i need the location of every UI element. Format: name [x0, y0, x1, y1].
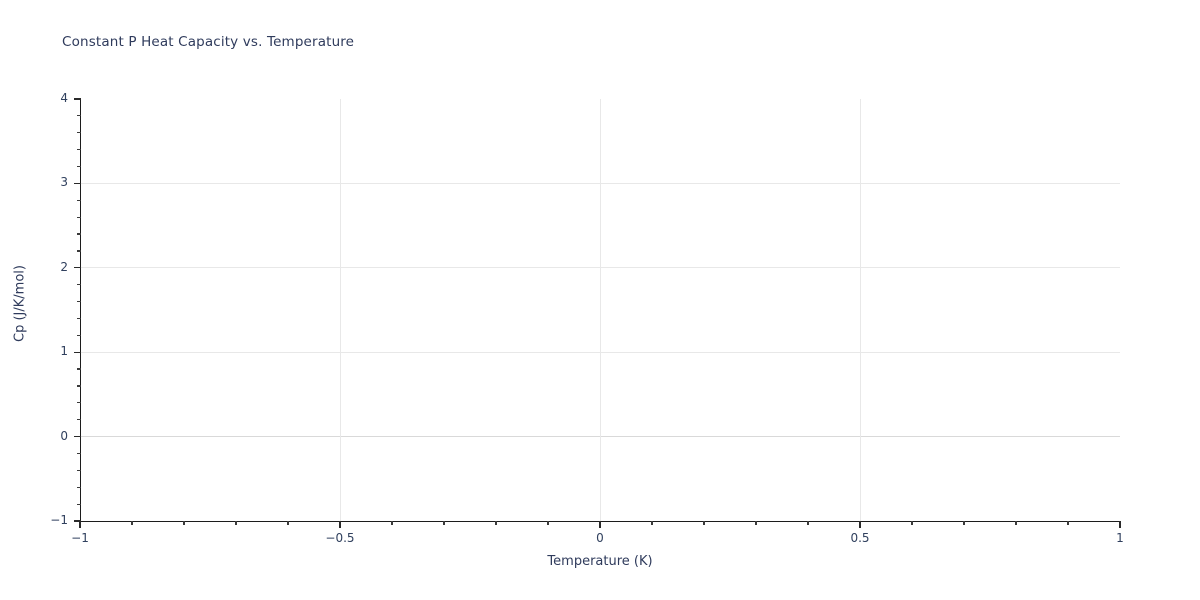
y-axis-tick-label: 2 — [60, 259, 68, 274]
gridline-vertical — [599, 99, 601, 521]
x-axis-tick-minor — [1067, 521, 1069, 525]
y-axis-tick-minor — [77, 115, 81, 117]
y-axis-label-wrap: Cp (J/K/mol) — [0, 0, 40, 600]
gridline-vertical — [859, 99, 861, 521]
y-axis-tick-minor — [77, 317, 81, 320]
y-axis-tick-minor — [77, 216, 81, 218]
x-axis-tick-minor — [911, 521, 913, 525]
y-axis-spine — [80, 99, 82, 522]
x-axis-tick-minor — [963, 521, 965, 525]
y-axis-tick-label: 0 — [60, 428, 68, 443]
x-axis-tick-minor — [287, 521, 289, 525]
y-axis-tick-minor — [77, 233, 81, 235]
y-axis-tick-minor — [77, 503, 81, 505]
x-axis-tick-minor — [391, 521, 393, 525]
y-axis-label: Cp (J/K/mol) — [12, 265, 28, 342]
y-axis-tick-minor — [77, 368, 81, 370]
y-axis-tick-minor — [77, 334, 81, 336]
x-axis-tick-minor — [1015, 521, 1017, 525]
y-axis-tick-minor — [77, 402, 81, 404]
x-axis-tick-minor — [495, 521, 497, 525]
x-axis-tick-minor — [443, 521, 445, 525]
chart-title: Constant P Heat Capacity vs. Temperature — [62, 34, 355, 50]
x-axis-tick-label: −0.5 — [325, 531, 355, 545]
x-axis-tick-minor — [183, 521, 185, 525]
x-axis-tick-major — [79, 521, 81, 528]
y-axis-tick-minor — [77, 250, 81, 252]
y-axis-tick-minor — [77, 149, 81, 151]
x-axis-tick-label: 0 — [596, 531, 604, 545]
y-axis-tick-label: 1 — [60, 344, 68, 359]
x-axis-tick-label: 1 — [1116, 531, 1124, 545]
y-axis-tick-minor — [77, 385, 81, 387]
x-axis-tick-major — [859, 521, 861, 528]
y-axis-tick-minor — [77, 452, 81, 455]
y-axis-tick-label: −1 — [50, 513, 68, 527]
y-axis-tick-minor — [77, 199, 81, 201]
y-axis-tick-minor — [77, 132, 81, 134]
x-axis-tick-minor — [755, 521, 757, 525]
y-axis-tick-label: 3 — [60, 175, 68, 190]
x-axis-label: Temperature (K) — [547, 554, 653, 569]
y-axis-tick-major — [74, 520, 81, 522]
x-axis-tick-minor — [807, 521, 809, 525]
x-axis-tick-major — [1119, 521, 1121, 528]
x-axis-tick-minor — [547, 521, 549, 525]
x-axis-tick-minor — [235, 521, 237, 525]
y-axis-tick-major — [74, 182, 81, 185]
y-axis-tick-major — [74, 351, 81, 353]
gridline-vertical — [339, 99, 341, 521]
y-axis-tick-minor — [77, 469, 81, 471]
y-axis-tick-minor — [77, 165, 81, 168]
y-axis-tick-minor — [77, 486, 81, 488]
x-axis-tick-major — [599, 521, 601, 528]
x-axis-tick-minor — [703, 521, 705, 525]
x-axis-tick-major — [339, 521, 341, 528]
x-axis-tick-label: −1 — [71, 531, 89, 545]
plot-area — [80, 99, 1120, 521]
x-axis-tick-minor — [131, 521, 133, 525]
y-axis-tick-minor — [77, 300, 81, 303]
y-axis-tick-minor — [77, 419, 81, 421]
y-axis-tick-major — [74, 267, 81, 269]
y-axis-tick-label: 4 — [60, 91, 68, 105]
x-axis-tick-minor — [651, 521, 653, 525]
y-axis-tick-minor — [77, 284, 81, 286]
y-axis-tick-major — [74, 435, 81, 438]
x-axis-tick-label: 0.5 — [850, 531, 870, 545]
y-axis-tick-major — [74, 98, 81, 100]
